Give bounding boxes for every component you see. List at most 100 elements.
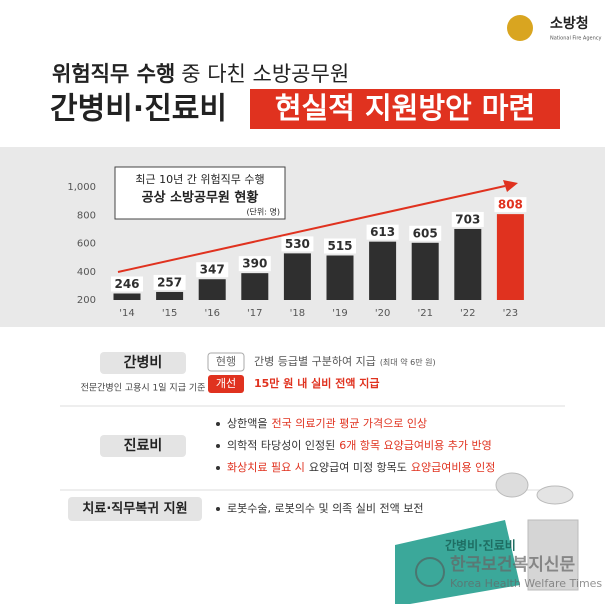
value-label-bg [196, 262, 229, 278]
value-label-bg [451, 211, 484, 227]
y-tick-label: 400 [77, 267, 96, 278]
bar [283, 253, 311, 300]
y-tick-label: 600 [77, 239, 96, 250]
trend-arrow [117, 185, 506, 273]
x-tick-label: '22 [460, 308, 475, 319]
coin-stack [527, 519, 579, 591]
title-red: 현실적 지원방안 마련 [275, 91, 535, 125]
current-text: 간병 등급별 구분하여 지급 (최대 약 6만 원) [254, 354, 436, 368]
watermark-logo [415, 557, 445, 587]
section-label-box [100, 352, 186, 374]
bar [326, 255, 354, 300]
x-tick-label: '19 [332, 308, 347, 319]
x-tick-label: '16 [204, 308, 219, 319]
value-label: 257 [157, 275, 182, 289]
bar [198, 279, 226, 300]
section-label: 치료·직무복귀 지원 [82, 501, 187, 517]
coin [536, 485, 574, 505]
emphasis: 전국 의료기관 평균 가격으로 인상 [271, 417, 427, 430]
x-tick-label: '20 [375, 308, 390, 319]
x-tick-label: '15 [162, 308, 177, 319]
annotation: (단위: 명) [246, 207, 280, 217]
bar [113, 293, 141, 300]
annotation: 최근 10년 간 위험직무 수행 [135, 173, 264, 186]
bullet [216, 444, 220, 448]
logo-text: 소방청 [550, 15, 589, 32]
watermark: 한국보건복지신문 [450, 555, 575, 575]
bullet-text: 화상치료 필요 시 요양급여 미정 항목도 요양급여비용 인정 [227, 461, 495, 474]
bullet [216, 507, 220, 511]
y-tick-label: 1,000 [67, 182, 96, 193]
tag-box [208, 375, 244, 393]
bar [454, 228, 482, 300]
title-line2: 간병비·진료비 [50, 92, 227, 127]
bar [241, 273, 269, 300]
value-label: 605 [413, 226, 438, 240]
annotation-box [114, 166, 286, 220]
bar [411, 242, 439, 300]
coin [495, 472, 529, 498]
watermark-en: Korea Health Welfare Times [450, 577, 602, 590]
x-tick-label: '23 [503, 308, 518, 319]
current: 간병 등급별 구분하여 지급 [254, 354, 376, 368]
value-label-bg [324, 238, 356, 254]
chart: 200 400 600 800 1,000 '14 246 '15 257 '16 347 '17 39… [67, 166, 527, 319]
bullet [216, 466, 220, 470]
tag-box [207, 352, 245, 372]
emphasis: 6개 항목 요양급여비용 추가 반영 [339, 439, 492, 452]
value-label-bg [494, 197, 527, 213]
tag: 개선 [216, 377, 236, 390]
value-label-bg [111, 276, 143, 292]
y-tick-label: 200 [77, 295, 96, 306]
current-detail: (최대 약 6만 원) [380, 357, 436, 367]
title-bold: 위험직무 수행 [52, 62, 175, 86]
value-label-bg [366, 224, 399, 240]
bullet-text: 의학적 타당성이 인정된 6개 항목 요양급여비용 추가 반영 [227, 439, 492, 452]
card-text: 간병비·진료비 [445, 538, 516, 553]
section-label-box [100, 435, 186, 457]
bar [496, 214, 524, 300]
title-line1: 위험직무 수행 중 다친 소방공무원 [52, 62, 349, 86]
emphasis: 요양급여비용 인정 [411, 461, 495, 474]
bullet [216, 422, 220, 426]
value-label: 347 [200, 263, 225, 277]
title-highlight [250, 89, 560, 129]
value-label: 613 [370, 225, 395, 239]
value-label: 703 [455, 212, 480, 226]
y-tick-label: 800 [77, 210, 96, 221]
section-label: 진료비 [124, 437, 163, 454]
bar [156, 291, 184, 300]
x-tick-label: '14 [119, 308, 134, 319]
section-note: 전문간병인 고용시 1일 지급 기준 [81, 383, 206, 394]
logo-sub: National Fire Agency [550, 36, 602, 42]
value-label: 530 [285, 237, 310, 251]
bar [369, 241, 397, 300]
arrow-head [503, 180, 518, 192]
value-label-bg [281, 236, 314, 252]
x-tick-label: '17 [247, 308, 262, 319]
value-label: 246 [114, 277, 139, 291]
value-label-bg [409, 225, 442, 241]
text: 상한액을 [227, 417, 267, 430]
value-label-bg [153, 274, 186, 290]
section-label: 간병비 [124, 354, 163, 371]
emphasis: 화상치료 필요 시 [227, 461, 305, 474]
value-label: 808 [498, 198, 523, 212]
improved-text: 15만 원 내 실비 전액 지급 [254, 376, 380, 390]
annotation: 공상 소방공무원 현황 [142, 190, 259, 206]
section-label-box [68, 497, 202, 521]
x-tick-label: '21 [417, 308, 432, 319]
tag: 현행 [216, 355, 236, 368]
x-tick-label: '18 [290, 308, 305, 319]
text: 요양급여 미정 항목도 [309, 461, 407, 474]
text: 의학적 타당성이 인정된 [227, 439, 335, 452]
bullet-text: 상한액을 전국 의료기관 평균 가격으로 인상 [227, 417, 427, 430]
bullet-text: 로봇수술, 로봇의수 및 의족 실비 전액 보전 [227, 502, 424, 515]
title-rest: 중 다친 소방공무원 [181, 62, 349, 86]
value-label-bg [238, 256, 271, 272]
value-label: 390 [242, 257, 267, 271]
value-label: 515 [327, 239, 352, 253]
logo-emblem [507, 15, 533, 41]
card [395, 520, 520, 604]
